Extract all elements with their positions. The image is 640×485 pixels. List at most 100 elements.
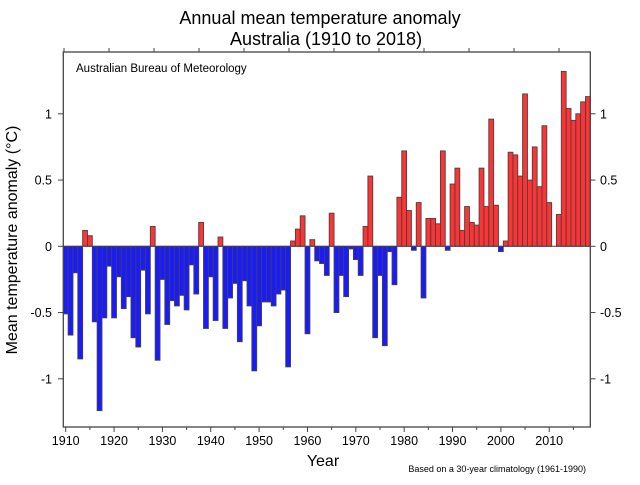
bar-1983 xyxy=(415,202,422,247)
bar-1943 xyxy=(222,245,229,329)
footnote: Based on a 30-year climatology (1961-199… xyxy=(408,464,586,474)
bar-1973 xyxy=(367,175,374,247)
bar-1937 xyxy=(193,245,200,295)
bar-1971 xyxy=(357,245,364,276)
x-tick-label: 1930 xyxy=(149,434,177,448)
x-tick-label: 1990 xyxy=(439,434,467,448)
x-tick-label: 2000 xyxy=(487,434,515,448)
bar-1988 xyxy=(439,150,446,247)
bar-1991 xyxy=(454,167,461,247)
bar-1998 xyxy=(488,118,495,247)
y-tick-label-left: 0.5 xyxy=(35,174,52,188)
bar-1979 xyxy=(396,196,403,247)
bar-2007 xyxy=(531,146,538,247)
x-tick-label: 1910 xyxy=(52,434,80,448)
bar-2014 xyxy=(565,108,572,247)
bar-1968 xyxy=(343,245,350,298)
bar-2015 xyxy=(570,119,577,247)
bar-1910 xyxy=(62,245,69,315)
axis-ticks: 1910 1920 1930 1940 1950 1960 1970 1980 1990 2000… xyxy=(30,48,622,448)
bar-1938 xyxy=(198,221,204,247)
x-tick-label: 1970 xyxy=(342,434,370,448)
bar-1958 xyxy=(294,228,301,247)
chart-subtitle: Australia (1910 to 2018) xyxy=(230,29,422,49)
bar-1944 xyxy=(227,245,233,299)
bar-1918 xyxy=(101,245,108,319)
bar-1972 xyxy=(362,225,369,247)
y-tick-label-right: 0 xyxy=(600,240,607,254)
bar-1975 xyxy=(377,245,383,276)
bar-1954 xyxy=(275,245,282,295)
bar-2013 xyxy=(560,70,567,247)
bar-1951 xyxy=(261,245,267,303)
bar-1942 xyxy=(217,236,224,247)
bar-2018 xyxy=(585,96,591,247)
y-tick-label-left: -0.5 xyxy=(30,306,52,320)
bar-2006 xyxy=(527,179,533,247)
bar-1967 xyxy=(338,245,345,276)
bar-1997 xyxy=(483,206,490,247)
bar-1915 xyxy=(87,235,93,247)
x-tick-label: 2010 xyxy=(535,434,563,448)
bar-1912 xyxy=(72,245,79,274)
bar-1990 xyxy=(449,183,456,247)
y-tick-label-right: -0.5 xyxy=(600,306,622,320)
bar-1962 xyxy=(314,245,321,262)
bar-1959 xyxy=(299,215,306,247)
bar-1917 xyxy=(96,245,103,412)
bar-1961 xyxy=(309,239,316,247)
bar-1939 xyxy=(203,245,209,329)
bar-1947 xyxy=(241,245,248,282)
y-tick-label-left: 1 xyxy=(45,107,52,121)
bar-1931 xyxy=(164,245,171,325)
bar-1974 xyxy=(372,245,379,339)
y-tick-label-right: -1 xyxy=(600,372,611,386)
y-tick-label-right: 1 xyxy=(600,107,607,121)
x-tick-label: 1960 xyxy=(294,434,322,448)
bar-1921 xyxy=(116,245,122,278)
y-axis-label: Mean temperature anomaly (°C) xyxy=(4,126,21,355)
bar-1946 xyxy=(236,245,243,343)
source-annotation: Australian Bureau of Meteorology xyxy=(76,63,247,75)
bar-1956 xyxy=(285,245,291,368)
bar-1976 xyxy=(381,245,388,347)
bar-1916 xyxy=(91,245,98,323)
bar-1929 xyxy=(154,245,161,361)
y-tick-label-left: -1 xyxy=(41,372,52,386)
bar-1987 xyxy=(435,223,441,247)
x-axis-label: Year xyxy=(307,453,340,470)
bar-1919 xyxy=(106,245,113,267)
bars-group xyxy=(62,70,591,412)
bar-1949 xyxy=(251,245,258,372)
bar-1965 xyxy=(328,212,335,247)
bar-1920 xyxy=(111,245,117,319)
bar-1980 xyxy=(401,150,408,247)
bar-1934 xyxy=(178,245,185,296)
bar-1928 xyxy=(149,225,156,247)
bar-2008 xyxy=(536,186,543,247)
bar-1941 xyxy=(212,245,219,321)
bar-1963 xyxy=(319,245,325,264)
bar-2010 xyxy=(546,202,553,247)
bar-1964 xyxy=(323,245,330,276)
bar-2016 xyxy=(575,113,582,247)
bar-1911 xyxy=(67,245,74,336)
bar-1982 xyxy=(410,245,417,251)
bar-1948 xyxy=(246,245,253,307)
bar-2005 xyxy=(522,93,528,247)
bar-1984 xyxy=(420,245,427,299)
bar-1914 xyxy=(82,229,88,247)
bar-1981 xyxy=(406,210,412,247)
plot-frame xyxy=(62,51,591,428)
bar-1996 xyxy=(478,167,485,247)
bar-1955 xyxy=(280,245,287,291)
bar-1953 xyxy=(270,245,277,307)
bar-2003 xyxy=(512,154,519,247)
bar-1950 xyxy=(256,245,262,327)
bar-1927 xyxy=(145,245,151,315)
bar-2002 xyxy=(507,151,514,247)
bar-1978 xyxy=(391,245,398,286)
bar-1994 xyxy=(468,221,475,247)
bar-1930 xyxy=(159,245,166,280)
bar-1992 xyxy=(459,229,466,247)
